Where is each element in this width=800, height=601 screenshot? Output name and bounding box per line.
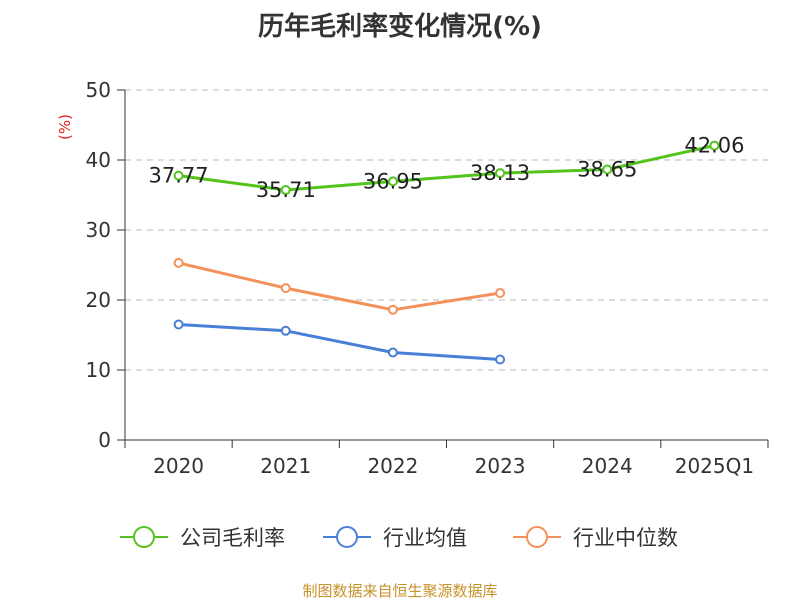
data-point: [495, 354, 506, 365]
data-label: 38.13: [470, 161, 530, 185]
x-tick-label: 2022: [367, 454, 418, 478]
data-point: [387, 176, 398, 187]
data-label: 38.65: [577, 157, 637, 181]
x-tick-label: 2021: [260, 454, 311, 478]
legend-marker: [526, 526, 548, 548]
x-tick-label: 2024: [582, 454, 633, 478]
y-axis-label: (%): [56, 114, 74, 140]
legend-marker: [336, 526, 358, 548]
source-note: 制图数据来自恒生聚源数据库: [302, 582, 498, 600]
x-tick-label: 2023: [475, 454, 526, 478]
data-point: [280, 325, 291, 336]
x-tick-label: 2020: [153, 454, 204, 478]
y-tick-label: 50: [86, 78, 111, 102]
x-tick-label: 2025Q1: [675, 454, 754, 478]
chart-title: 历年毛利率变化情况(%): [258, 12, 542, 42]
data-label: 42.06: [684, 134, 744, 158]
y-tick-label: 20: [86, 288, 111, 312]
legend-marker: [133, 526, 155, 548]
data-point: [709, 140, 720, 151]
data-label: 37.77: [149, 164, 209, 188]
legend-label: 行业中位数: [573, 526, 678, 550]
legend-label: 行业均值: [383, 526, 467, 550]
data-point: [280, 283, 291, 294]
data-point: [173, 319, 184, 330]
data-point: [602, 164, 613, 175]
data-label: 35.71: [256, 178, 316, 202]
y-tick-label: 30: [86, 218, 111, 242]
data-point: [387, 304, 398, 315]
data-point: [173, 257, 184, 268]
y-tick-label: 10: [86, 358, 111, 382]
series-line: [178, 261, 501, 312]
data-point: [387, 347, 398, 358]
series-line: [178, 323, 501, 361]
data-point: [495, 168, 506, 179]
legend-label: 公司毛利率: [180, 526, 285, 550]
data-point: [280, 185, 291, 196]
y-tick-label: 40: [86, 148, 111, 172]
data-point: [173, 170, 184, 181]
data-point: [495, 288, 506, 298]
y-tick-label: 0: [98, 428, 111, 452]
series-line: [178, 144, 715, 192]
data-label: 36.95: [363, 169, 423, 193]
